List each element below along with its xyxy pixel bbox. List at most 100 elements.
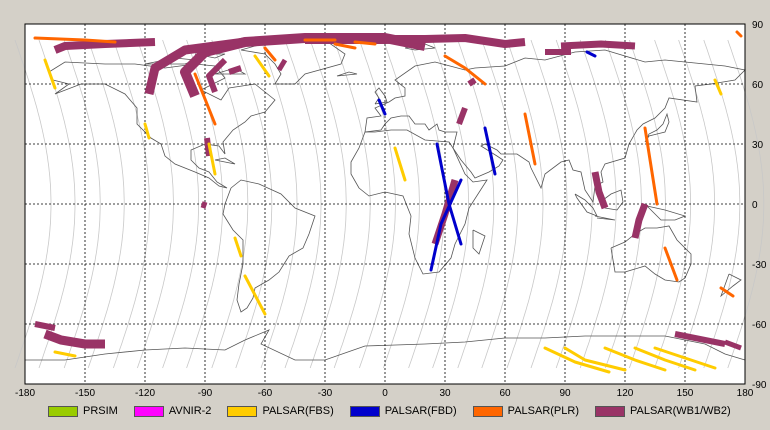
graticule	[25, 24, 745, 384]
coastline	[48, 61, 276, 189]
swath-palsar-fbs	[207, 142, 217, 176]
x-tick-label: 180	[737, 388, 754, 399]
legend: PRSIM AVNIR-2 PALSAR(FBS) PALSAR(FBD) PALSAR…	[48, 401, 768, 421]
swath-palsar-wb1-wb2	[144, 37, 246, 96]
swath-palsar-wb1-wb2	[674, 331, 726, 347]
x-tick-label: -150	[75, 388, 95, 399]
coastline	[214, 157, 236, 165]
legend-swatch	[472, 405, 503, 417]
swath-palsar-wb1-wb2	[591, 171, 609, 210]
swath-palsar-fbd	[377, 98, 387, 116]
x-tick-label: -60	[258, 388, 273, 399]
orbit-track	[432, 39, 469, 369]
swath-palsar-fbs	[43, 58, 57, 90]
swath-palsar-wb1-wb2	[560, 40, 636, 50]
legend-swatch	[133, 405, 164, 417]
coastline	[374, 87, 388, 105]
coastline	[594, 215, 616, 221]
legend-label: AVNIR-2	[168, 405, 212, 417]
legend-swatch	[349, 405, 380, 417]
y-tick-labels: 90 60 30 0 -30 -60 -90	[752, 20, 767, 391]
swath-palsar-fbs	[653, 346, 717, 370]
observation-swaths	[33, 30, 743, 374]
swath-palsar-wb1-wb2	[456, 106, 468, 126]
orbit-track	[359, 39, 396, 369]
coastline	[222, 179, 316, 313]
legend-label: PALSAR(FBS)	[262, 405, 334, 417]
y-tick-label: -30	[752, 260, 767, 271]
map-frame	[24, 23, 746, 385]
swath-palsar-fbd	[585, 50, 597, 58]
legend-label: PALSAR(PLR)	[507, 405, 579, 417]
y-tick-label: -60	[752, 320, 767, 331]
swath-palsar-wb1-wb2	[53, 38, 156, 54]
swath-palsar-plr	[353, 40, 377, 46]
orbit-track	[87, 39, 125, 369]
swath-palsar-wb1-wb2	[200, 201, 208, 209]
swath-palsar-plr	[719, 286, 735, 298]
swath-palsar-wb1-wb2	[43, 329, 105, 349]
orbit-track	[555, 39, 593, 369]
swath-palsar-fbs	[713, 78, 723, 96]
y-tick-label: 90	[752, 20, 764, 31]
swath-palsar-wb1-wb2	[724, 339, 742, 351]
swath-palsar-wb1-wb2	[34, 321, 56, 331]
legend-swatch	[595, 405, 625, 417]
swath-palsar-wb1-wb2	[276, 58, 288, 72]
swath-palsar-wb1-wb2	[228, 65, 242, 75]
legend-swatch	[48, 405, 78, 417]
x-tick-label: 0	[382, 388, 388, 399]
legend-label: PALSAR(WB1/WB2)	[630, 405, 731, 417]
legend-label: PRSIM	[83, 405, 118, 417]
swath-palsar-wb1-wb2	[467, 77, 477, 87]
coastline	[350, 129, 488, 275]
swath-palsar-fbs	[393, 146, 407, 182]
swath-palsar-fbs	[563, 346, 627, 372]
x-tick-label: -90	[198, 388, 213, 399]
y-tick-label: 30	[752, 140, 764, 151]
swath-palsar-fbs	[243, 274, 267, 316]
swath-palsar-fbs	[603, 346, 667, 372]
orbit-track	[383, 39, 420, 369]
x-tick-label: -30	[318, 388, 333, 399]
legend-item: PALSAR(PLR)	[472, 405, 579, 417]
swath-palsar-plr	[33, 36, 117, 44]
swath-palsar-plr	[193, 72, 217, 126]
swath-palsar-wb1-wb2	[204, 137, 212, 157]
x-tick-label: 150	[677, 388, 694, 399]
swath-palsar-fbd	[483, 126, 497, 176]
legend-item: PALSAR(WB1/WB2)	[595, 405, 731, 417]
coastline	[25, 329, 746, 361]
y-tick-label: -90	[752, 380, 767, 391]
swath-palsar-plr	[643, 126, 659, 206]
swath-palsar-fbd	[435, 142, 463, 246]
legend-swatch	[227, 405, 258, 417]
swath-palsar-wb1-wb2	[206, 57, 228, 94]
coastline	[472, 229, 486, 255]
legend-label: PALSAR(FBD)	[384, 405, 457, 417]
swath-palsar-fbs	[143, 122, 151, 140]
swath-palsar-plr	[663, 246, 679, 282]
x-tick-label: 90	[559, 388, 571, 399]
x-tick-label: 60	[499, 388, 511, 399]
legend-item: AVNIR-2	[133, 405, 212, 417]
swath-palsar-fbs	[253, 54, 271, 78]
legend-item: PALSAR(FBS)	[227, 405, 334, 417]
x-tick-label: 120	[617, 388, 634, 399]
y-tick-label: 0	[752, 200, 758, 211]
swath-palsar-fbs	[53, 350, 77, 358]
orbit-track	[235, 39, 273, 369]
swath-palsar-fbs	[233, 236, 243, 258]
swath-palsar-plr	[443, 54, 487, 86]
legend-item: PALSAR(FBD)	[349, 405, 457, 417]
coastline	[646, 205, 687, 221]
swath-palsar-fbs	[633, 346, 697, 372]
y-tick-label: 60	[752, 80, 764, 91]
swath-palsar-fbs	[543, 346, 611, 374]
coastline	[336, 71, 358, 77]
x-tick-labels: -180 -150 -120 -90 -60 -30 0 30 60 90 120 150 180	[15, 388, 754, 399]
swath-palsar-fbd	[429, 178, 463, 272]
swath-palsar-plr	[333, 42, 357, 50]
x-tick-label: -120	[135, 388, 155, 399]
